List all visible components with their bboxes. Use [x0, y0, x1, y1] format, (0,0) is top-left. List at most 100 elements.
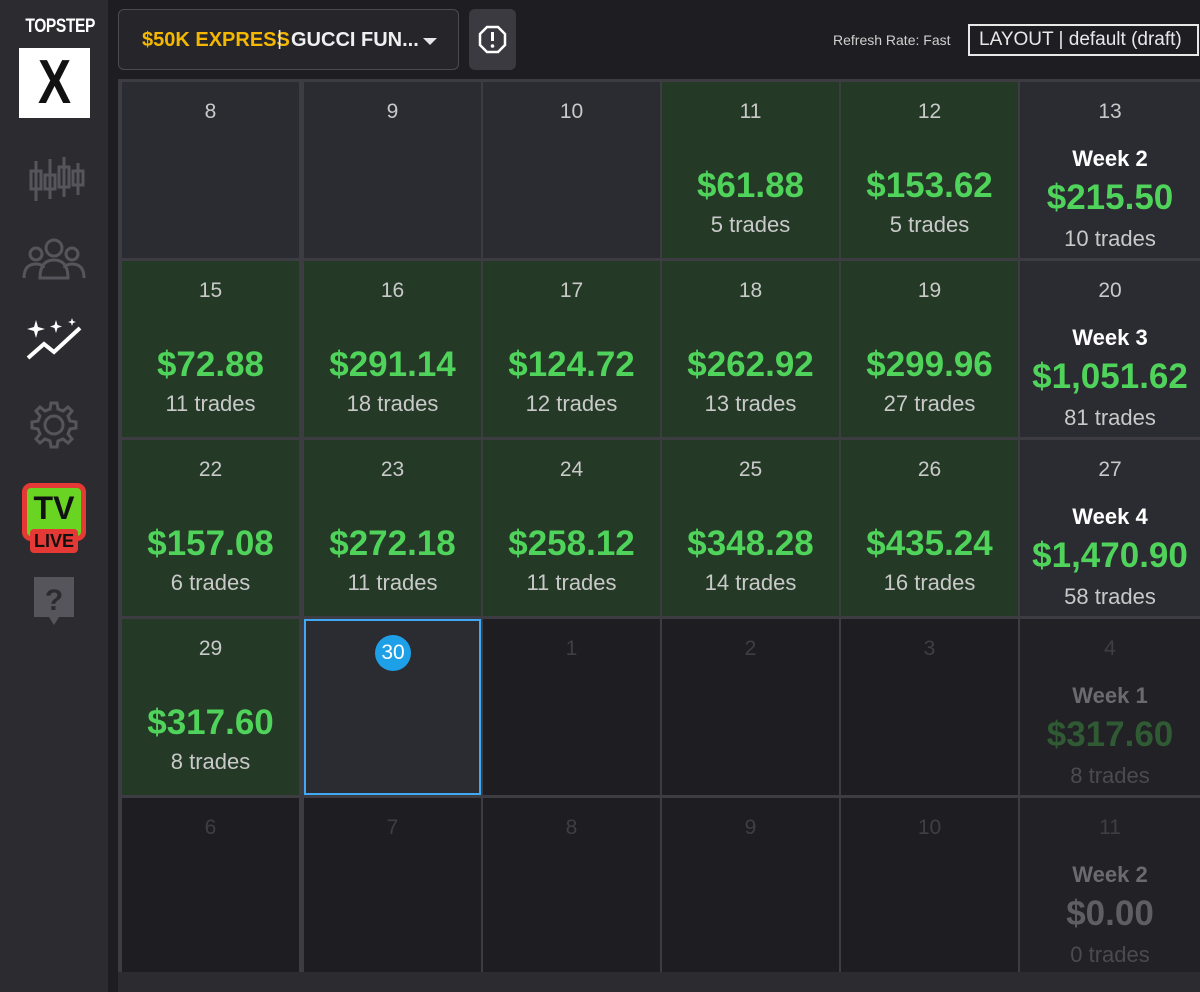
day-number: 7	[386, 816, 399, 839]
day-number: 10	[917, 816, 942, 839]
day-pnl: $317.60	[147, 703, 274, 742]
day-cell[interactable]: 11 $61.88 5 trades	[662, 82, 839, 258]
logo-mark: X	[37, 48, 72, 117]
topstep-logo[interactable]: TOPSTEP X	[19, 14, 95, 118]
day-number: 24	[559, 458, 584, 481]
logo-mark-box: X	[19, 48, 90, 118]
candlestick-chart-icon[interactable]	[22, 155, 86, 205]
day-cell[interactable]: 22 $157.08 6 trades	[122, 440, 299, 616]
week-pnl: $317.60	[1046, 715, 1174, 754]
alert-button[interactable]	[469, 9, 516, 70]
day-cell[interactable]: 26 $435.24 16 trades	[841, 440, 1018, 616]
day-cell[interactable]: 2	[662, 619, 839, 795]
day-number: 26	[917, 458, 942, 481]
week-summary-cell[interactable]: 20 Week 3 $1,051.62 81 trades	[1020, 261, 1200, 437]
day-cell[interactable]: 19 $299.96 27 trades	[841, 261, 1018, 437]
week-summary-cell[interactable]: 13 Week 2 $215.50 10 trades	[1020, 82, 1200, 258]
day-cell[interactable]: 29 $317.60 8 trades	[122, 619, 299, 795]
week-trades: 10 trades	[1064, 226, 1156, 251]
week-summary-cell[interactable]: 4 Week 1 $317.60 8 trades	[1020, 619, 1200, 795]
day-trades: 11 trades	[165, 391, 256, 416]
day-pnl: $124.72	[508, 345, 635, 384]
day-trades: 27 trades	[883, 391, 976, 416]
day-cell[interactable]: 3	[841, 619, 1018, 795]
account-name: GUCCI FUN...	[291, 29, 419, 51]
day-cell[interactable]: 23 $272.18 11 trades	[304, 440, 481, 616]
layout-selector[interactable]: LAYOUT | default (draft)	[968, 24, 1199, 56]
tv-live-button[interactable]: TV LIVE	[22, 483, 86, 553]
logo-text: TOPSTEP	[25, 16, 95, 37]
week-day-number: 13	[1098, 100, 1122, 123]
week-summary-cell[interactable]: 27 Week 4 $1,470.90 58 trades	[1020, 440, 1200, 616]
day-trades: 11 trades	[526, 570, 617, 595]
bottom-strip	[118, 972, 1200, 992]
day-cell[interactable]: 12 $153.62 5 trades	[841, 82, 1018, 258]
sparkle-trend-icon[interactable]	[22, 316, 86, 366]
day-cell[interactable]: 24 $258.12 11 trades	[483, 440, 660, 616]
gear-icon[interactable]	[22, 400, 86, 450]
calendar-grid: 8 9 10 11 $61.88 5 trades 12 $153.62 5 trades 13 W…	[118, 79, 1200, 974]
day-number: 9	[744, 816, 757, 839]
week-pnl: $0.00	[1066, 894, 1154, 933]
day-pnl: $72.88	[156, 345, 265, 384]
day-pnl: $435.24	[866, 524, 993, 563]
day-pnl: $299.96	[866, 345, 993, 384]
day-trades: 8 trades	[170, 749, 251, 774]
day-cell[interactable]: 10	[841, 798, 1018, 974]
day-cell[interactable]: 9	[304, 82, 481, 258]
account-separator: |	[277, 28, 283, 50]
week-trades: 58 trades	[1064, 584, 1156, 609]
day-number: 22	[198, 458, 223, 481]
account-selector[interactable]: $50K EXPRESS | GUCCI FUN...	[118, 9, 459, 70]
day-cell[interactable]: 18 $262.92 13 trades	[662, 261, 839, 437]
day-number: 11	[739, 100, 762, 123]
day-number: 2	[744, 637, 757, 660]
week-trades: 81 trades	[1064, 405, 1156, 430]
day-cell[interactable]: 9	[662, 798, 839, 974]
week-pnl: $1,051.62	[1032, 357, 1188, 396]
day-number: 29	[198, 637, 223, 660]
refresh-rate[interactable]: Refresh Rate: Fast	[833, 32, 951, 48]
chevron-down-icon	[423, 38, 437, 45]
week-day-number: 27	[1098, 458, 1122, 481]
day-cell[interactable]: 6	[122, 798, 299, 974]
day-pnl: $272.18	[329, 524, 456, 563]
day-number: 19	[917, 279, 942, 302]
help-icon[interactable]: ?	[32, 575, 76, 627]
day-number: 12	[917, 100, 942, 123]
day-number: 17	[559, 279, 584, 302]
day-cell[interactable]: 30	[304, 619, 481, 795]
day-pnl: $157.08	[147, 524, 274, 563]
day-cell[interactable]: 17 $124.72 12 trades	[483, 261, 660, 437]
day-cell[interactable]: 8	[483, 798, 660, 974]
day-cell[interactable]: 15 $72.88 11 trades	[122, 261, 299, 437]
alert-octagon-icon	[478, 25, 507, 54]
day-cell[interactable]: 16 $291.14 18 trades	[304, 261, 481, 437]
day-cell[interactable]: 1	[483, 619, 660, 795]
day-number: 8	[204, 100, 217, 123]
day-number: 18	[738, 279, 763, 302]
day-number: 23	[380, 458, 405, 481]
week-trades: 8 trades	[1070, 763, 1150, 788]
day-trades: 14 trades	[704, 570, 797, 595]
users-icon[interactable]	[22, 236, 86, 286]
day-number: 3	[923, 637, 936, 660]
week-day-number: 20	[1098, 279, 1122, 302]
day-trades: 5 trades	[889, 212, 970, 237]
day-trades: 6 trades	[170, 570, 251, 595]
day-cell[interactable]: 25 $348.28 14 trades	[662, 440, 839, 616]
day-pnl: $291.14	[329, 345, 456, 384]
day-trades: 13 trades	[704, 391, 797, 416]
week-label: Week 2	[1072, 862, 1148, 887]
day-number: 25	[738, 458, 763, 481]
week-day-number: 11	[1099, 816, 1121, 839]
day-pnl: $258.12	[508, 524, 635, 563]
day-cell[interactable]: 10	[483, 82, 660, 258]
day-number: 9	[386, 100, 399, 123]
day-pnl: $153.62	[866, 166, 993, 205]
week-pnl: $215.50	[1046, 178, 1174, 217]
day-cell[interactable]: 7	[304, 798, 481, 974]
week-label: Week 4	[1072, 504, 1148, 529]
week-summary-cell[interactable]: 11 Week 2 $0.00 0 trades	[1020, 798, 1200, 974]
day-cell[interactable]: 8	[122, 82, 299, 258]
